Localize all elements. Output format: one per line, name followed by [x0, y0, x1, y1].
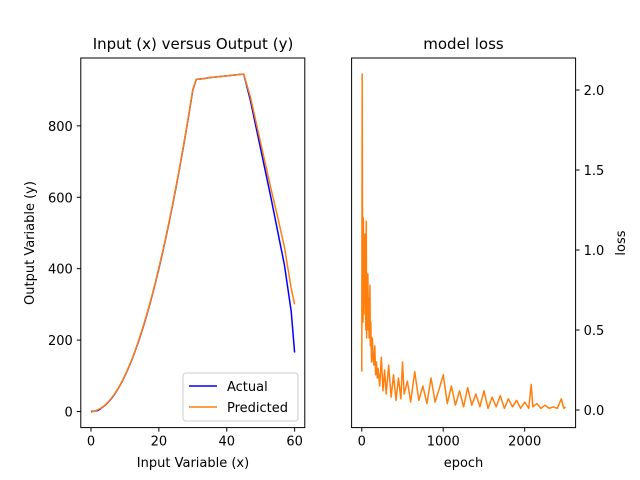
right-axes-frame: [351, 57, 577, 429]
chart-input-vs-output: Input (x) versus Output (y) 0 20 40 60 0 200…: [23, 35, 306, 471]
right-y-ticks: 0.0 0.5 1.0 1.5 2.0: [575, 84, 605, 419]
right-chart-title: model loss: [423, 35, 504, 53]
left-y-tick-label: 0: [65, 406, 73, 421]
left-x-tick-label: 60: [286, 435, 303, 450]
left-plot-area: [90, 73, 296, 413]
right-y-tick-label: 0.5: [584, 324, 605, 339]
left-y-tick-label: 600: [48, 191, 73, 206]
legend-box: [182, 372, 299, 422]
right-x-tick-label: 0: [358, 435, 366, 450]
right-plot-area: [361, 73, 566, 410]
right-x-axis-label: epoch: [444, 456, 484, 471]
left-y-tick-label: 200: [48, 334, 73, 349]
right-series-loss: [361, 73, 566, 410]
legend-label-predicted: Predicted: [227, 401, 288, 416]
left-x-ticks: 0 20 40 60: [87, 427, 303, 450]
right-y-tick-label: 1.0: [584, 244, 605, 259]
left-x-axis-label: Input Variable (x): [137, 456, 249, 471]
left-y-tick-label: 800: [48, 120, 73, 135]
left-chart-title: Input (x) versus Output (y): [93, 35, 294, 53]
left-x-tick-label: 0: [87, 435, 95, 450]
left-series-predicted: [90, 73, 296, 413]
left-y-ticks: 0 200 400 600 800: [48, 120, 81, 421]
left-x-tick-label: 20: [151, 435, 168, 450]
right-y-tick-label: 2.0: [584, 84, 605, 99]
right-y-axis-label: loss: [614, 230, 629, 255]
right-x-ticks: 0 1000 2000: [358, 427, 541, 450]
right-x-tick-label: 2000: [508, 435, 541, 450]
left-y-axis-label: Output Variable (y): [23, 181, 38, 305]
left-x-tick-label: 40: [218, 435, 235, 450]
right-y-tick-label: 1.5: [584, 164, 605, 179]
left-axes-frame: [80, 57, 306, 429]
right-y-tick-label: 0.0: [584, 404, 605, 419]
legend-label-actual: Actual: [227, 380, 268, 395]
right-x-tick-label: 1000: [427, 435, 460, 450]
chart-model-loss: model loss 0 1000 2000 0.0 0.5 1.0 1.5 2.0 epo…: [351, 35, 629, 471]
left-y-tick-label: 400: [48, 263, 73, 278]
legend: Actual Predicted: [182, 372, 299, 422]
